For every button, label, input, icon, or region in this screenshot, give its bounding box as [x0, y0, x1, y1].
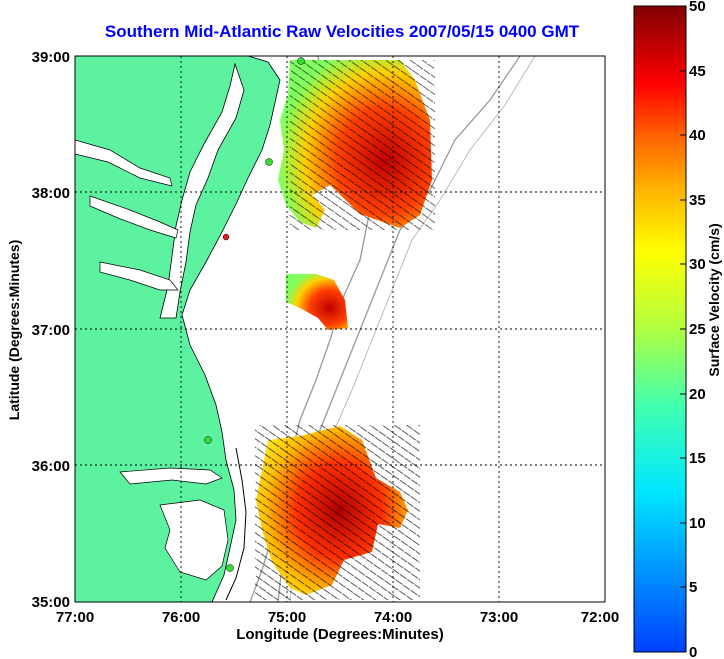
velocity-arrows-north [290, 60, 435, 230]
river-2 [89, 195, 179, 239]
colorbar-tick-label: 15 [689, 450, 706, 467]
river-3 [99, 261, 179, 291]
barrier-islands [225, 447, 247, 601]
y-tick-label: 39:00 [32, 49, 70, 66]
velocity-field-middle [286, 274, 348, 330]
station-marker [226, 564, 234, 572]
station-marker [204, 436, 212, 444]
x-tick-label: 75:00 [268, 609, 306, 626]
colorbar-tick-label: 30 [689, 256, 706, 273]
y-tick-label: 35:00 [32, 594, 70, 611]
colorbar-tick-label: 25 [689, 321, 706, 338]
y-axis-label: Latitude (Degrees:Minutes) [6, 239, 22, 421]
colorbar-tick-label: 0 [689, 644, 697, 659]
river-1 [75, 139, 173, 187]
colorbar-tick-label: 20 [689, 386, 706, 403]
sound-albemarle [119, 467, 223, 485]
station-marker [222, 233, 230, 241]
colorbar-label: Surface Velocity (cm/s) [706, 223, 722, 377]
colorbar-tick-label: 50 [689, 0, 706, 15]
x-tick-label: 76:00 [162, 609, 200, 626]
plot-frame [74, 55, 606, 603]
grid-lines [75, 56, 605, 602]
x-tick-label: 72:00 [581, 609, 619, 626]
colorbar-tick-label: 45 [689, 63, 706, 80]
chesapeake-bay [159, 62, 245, 319]
y-tick-label: 37:00 [32, 322, 70, 339]
colorbar-ticks [680, 70, 686, 588]
colorbar-tick-label: 5 [689, 579, 697, 596]
colorbar-tick-label: 40 [689, 127, 706, 144]
colorbar [633, 5, 687, 653]
chart-title: Southern Mid-Atlantic Raw Velocities 200… [104, 22, 580, 41]
station-marker [297, 57, 305, 65]
colorbar-tick-label: 35 [689, 192, 706, 209]
y-tick-label: 36:00 [32, 458, 70, 475]
land-coastline [75, 56, 281, 602]
x-tick-label: 74:00 [374, 609, 412, 626]
x-tick-label: 73:00 [480, 609, 518, 626]
station-marker [265, 158, 273, 166]
sound-pamlico [159, 499, 229, 581]
colorbar-tick-label: 10 [689, 515, 706, 532]
velocity-arrows-south [255, 425, 420, 600]
x-tick-label: 77:00 [56, 609, 94, 626]
y-tick-label: 38:00 [32, 185, 70, 202]
x-axis-label: Longitude (Degrees:Minutes) [236, 626, 444, 643]
